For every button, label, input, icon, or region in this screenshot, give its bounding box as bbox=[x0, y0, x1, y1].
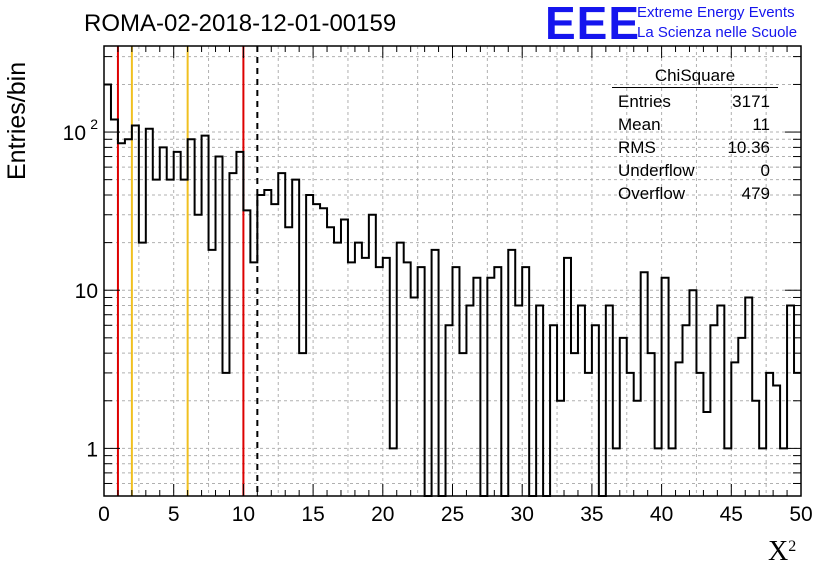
histogram-bin bbox=[766, 373, 773, 496]
histogram-bin bbox=[592, 325, 599, 496]
y-tick-label: 10 bbox=[63, 122, 86, 145]
histogram-bin bbox=[222, 373, 229, 496]
histogram-bin bbox=[118, 143, 125, 496]
stats-label: Overflow bbox=[618, 184, 686, 203]
x-tick-label: 10 bbox=[232, 503, 255, 526]
stats-label: Mean bbox=[618, 115, 661, 134]
stats-value: 3171 bbox=[732, 92, 770, 111]
histogram-bin bbox=[494, 267, 501, 496]
histogram-bin bbox=[236, 152, 243, 496]
stats-value: 11 bbox=[752, 115, 770, 134]
histogram-bin bbox=[362, 258, 369, 496]
histogram-bin bbox=[648, 353, 655, 496]
histogram-bin bbox=[383, 258, 390, 496]
histogram-bin bbox=[132, 126, 139, 496]
histogram-bin bbox=[369, 215, 376, 496]
eee-logo: EEE bbox=[545, 0, 641, 49]
stats-value: 10.36 bbox=[727, 138, 770, 157]
histogram-bin bbox=[689, 290, 696, 496]
histogram-bin bbox=[585, 373, 592, 496]
stats-row-rms: RMS 10.36 bbox=[612, 136, 778, 159]
histogram-bin bbox=[216, 157, 223, 496]
stats-row-mean: Mean 11 bbox=[612, 113, 778, 136]
histogram-bin bbox=[564, 258, 571, 496]
y-tick-label: 10 bbox=[75, 280, 98, 303]
histogram-line bbox=[104, 83, 801, 497]
stats-value: 479 bbox=[741, 184, 770, 203]
x-axis-label-superscript: 2 bbox=[788, 538, 797, 555]
stats-row-underflow: Underflow 0 bbox=[612, 159, 778, 182]
stats-label: Entries bbox=[618, 92, 671, 111]
histogram-bin bbox=[522, 267, 529, 496]
histogram-bin bbox=[229, 173, 236, 496]
histogram-bin bbox=[306, 195, 313, 496]
histogram-bin bbox=[794, 373, 801, 496]
histogram-bin bbox=[453, 267, 460, 496]
logo-text-line2: La Scienza nelle Scuole bbox=[637, 24, 798, 41]
x-tick-label: 25 bbox=[441, 503, 464, 526]
histogram-bin bbox=[376, 267, 383, 496]
histogram-bin bbox=[278, 173, 285, 496]
histogram-bin bbox=[174, 152, 181, 496]
x-tick-label: 0 bbox=[98, 503, 110, 526]
histogram-bin bbox=[411, 297, 418, 496]
histogram-bin bbox=[773, 385, 780, 496]
histogram-bin bbox=[139, 243, 146, 496]
histogram-bin bbox=[271, 204, 278, 496]
histogram-bin bbox=[341, 219, 348, 496]
y-axis-label: Entries/bin bbox=[3, 61, 31, 180]
histogram-bin bbox=[355, 243, 362, 496]
histogram-bin bbox=[188, 139, 195, 496]
histogram-bin bbox=[696, 373, 703, 496]
stats-label: RMS bbox=[618, 138, 656, 157]
stats-value: 0 bbox=[760, 161, 770, 180]
histogram-bin bbox=[550, 325, 557, 496]
x-tick-label: 30 bbox=[511, 503, 534, 526]
histogram-bin bbox=[418, 267, 425, 496]
histogram-bin bbox=[334, 243, 341, 496]
x-tick-label: 40 bbox=[650, 503, 673, 526]
histogram-bin bbox=[160, 147, 167, 496]
stats-box: ChiSquare Entries 3171 Mean 11 RMS 10.36… bbox=[612, 66, 778, 205]
stats-row-entries: Entries 3171 bbox=[612, 90, 778, 113]
histogram-bin bbox=[111, 120, 118, 496]
histogram-bin bbox=[313, 204, 320, 496]
x-tick-label: 45 bbox=[720, 503, 743, 526]
histogram-bin bbox=[731, 362, 738, 496]
histogram-bin bbox=[397, 243, 404, 496]
histogram-bin bbox=[299, 353, 306, 496]
histogram-bin bbox=[125, 139, 132, 496]
histogram-bin bbox=[264, 190, 271, 496]
y-tick-label: 1 bbox=[86, 438, 98, 461]
histogram-bin bbox=[745, 297, 752, 496]
chart-title: ROMA-02-2018-12-01-00159 bbox=[84, 10, 397, 37]
stats-title: ChiSquare bbox=[612, 66, 778, 88]
x-axis-label-base: X bbox=[768, 536, 789, 567]
x-tick-label: 15 bbox=[301, 503, 324, 526]
histogram-bin bbox=[676, 362, 683, 496]
histogram-bin bbox=[738, 338, 745, 496]
logo-text-line1: Extreme Energy Events bbox=[637, 4, 795, 21]
histogram-bin bbox=[446, 325, 453, 496]
histogram-bin bbox=[683, 325, 690, 496]
histogram-bin bbox=[459, 353, 466, 496]
histogram-bin bbox=[257, 195, 264, 496]
histogram-bin bbox=[320, 208, 327, 496]
histogram-bin bbox=[202, 136, 209, 496]
x-tick-label: 35 bbox=[580, 503, 603, 526]
histogram-bin bbox=[195, 215, 202, 496]
x-axis-label: X2 bbox=[768, 536, 796, 568]
histogram-bin bbox=[146, 129, 153, 496]
histogram-bin bbox=[627, 373, 634, 496]
stats-row-overflow: Overflow 479 bbox=[612, 182, 778, 205]
y-tick-label-exponent: 2 bbox=[90, 116, 98, 132]
histogram-bin bbox=[620, 338, 627, 496]
x-tick-label: 50 bbox=[789, 503, 812, 526]
stats-label: Underflow bbox=[618, 161, 695, 180]
histogram-bin bbox=[710, 325, 717, 496]
x-tick-label: 20 bbox=[371, 503, 394, 526]
x-tick-label: 5 bbox=[168, 503, 180, 526]
histogram-bin bbox=[571, 353, 578, 496]
